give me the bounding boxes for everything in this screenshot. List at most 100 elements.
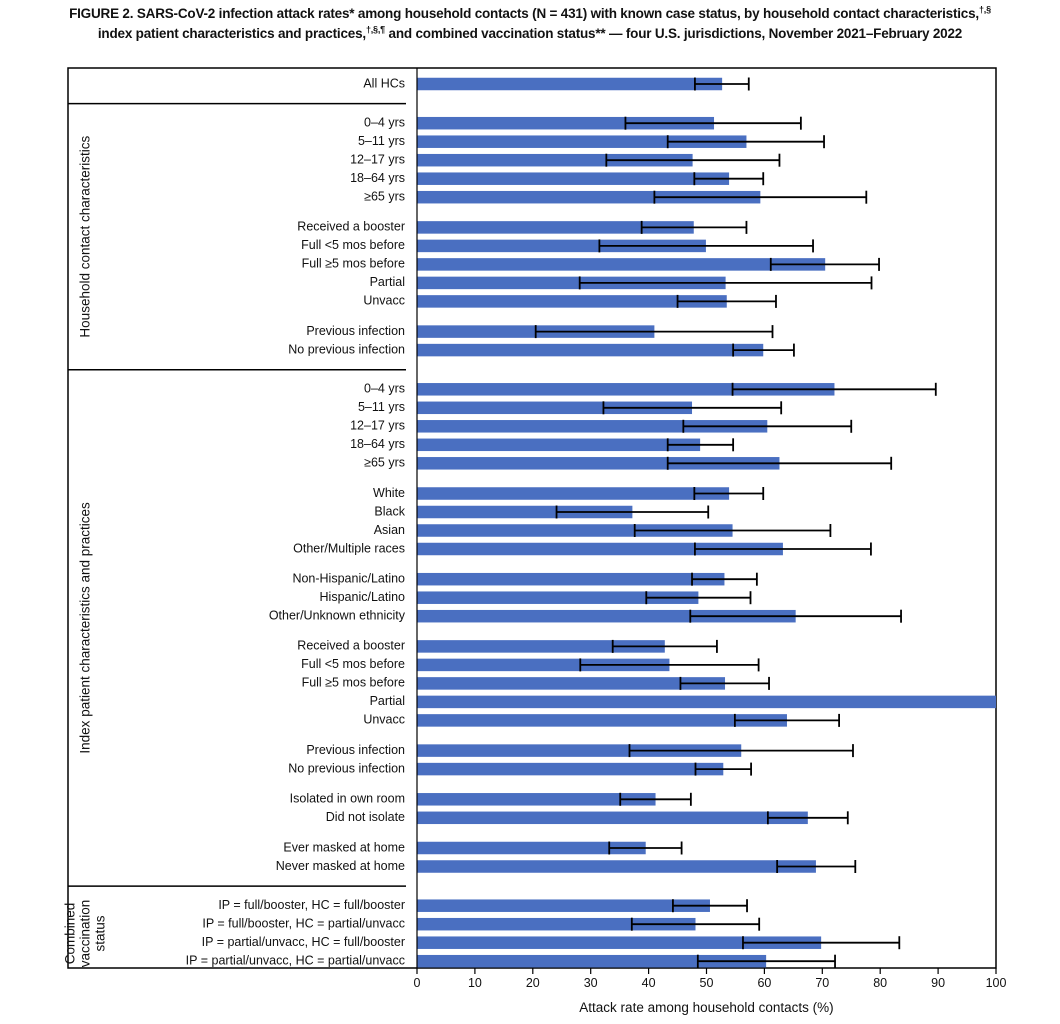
bar (417, 135, 747, 148)
bar (417, 190, 761, 204)
group-label-line: Combined (63, 903, 78, 965)
bar (417, 936, 822, 949)
bar (417, 744, 742, 757)
bar (417, 640, 665, 653)
category-label: Black (374, 504, 405, 518)
x-tick-label: 50 (700, 976, 714, 990)
category-label: Did not isolate (326, 810, 405, 824)
category-label: IP = partial/unvacc, HC = full/booster (202, 935, 405, 949)
title-line1-footnote: †,§ (978, 4, 991, 15)
category-label: Ever masked at home (283, 840, 405, 854)
category-label: Full <5 mos before (301, 657, 405, 671)
group-label-combined-vaccination-status: Combined vaccination status (63, 900, 108, 968)
category-label: Received a booster (297, 639, 405, 653)
category-label: IP = full/booster, HC = full/booster (218, 898, 405, 912)
group-label-line: status (93, 915, 108, 951)
category-label: IP = full/booster, HC = partial/unvacc (202, 916, 405, 930)
title-line2-text: index patient characteristics and practi… (97, 26, 366, 41)
category-label: Never masked at home (276, 859, 405, 873)
bar (417, 841, 646, 855)
bar (417, 658, 670, 672)
category-label: Hispanic/Latino (320, 590, 406, 604)
bar (417, 899, 710, 912)
category-label: Isolated in own room (290, 792, 405, 806)
category-label: Received a booster (297, 220, 405, 234)
bar (417, 487, 730, 500)
category-label: 18–64 yrs (350, 437, 405, 451)
x-tick-label: 100 (986, 976, 1007, 990)
bar (417, 258, 826, 271)
category-label: All HCs (363, 76, 405, 90)
bar (417, 172, 730, 185)
category-label: No previous infection (288, 761, 405, 775)
x-axis-title: Attack rate among household contacts (%) (579, 1000, 833, 1015)
bar (417, 383, 835, 396)
category-label: Other/Multiple races (293, 541, 405, 555)
bar (417, 542, 783, 556)
category-label: IP = partial/unvacc, HC = partial/unvacc (186, 953, 405, 967)
bar (417, 677, 726, 690)
x-tick-label: 30 (584, 976, 598, 990)
x-tick-label: 60 (757, 976, 771, 990)
bar (417, 153, 693, 167)
bar (417, 505, 633, 519)
bar (417, 714, 787, 727)
group-label-line: Household contact characteristics (78, 135, 93, 337)
bar (417, 762, 724, 776)
bar (417, 591, 699, 604)
category-label: ≥65 yrs (364, 456, 405, 470)
bar (417, 457, 780, 470)
category-label: Previous infection (306, 743, 405, 757)
title-line1-text: FIGURE 2. SARS-CoV-2 infection attack ra… (69, 6, 979, 21)
bar (417, 811, 808, 825)
category-label: 0–4 yrs (364, 115, 405, 129)
category-label: Unvacc (363, 713, 405, 727)
x-tick-label: 10 (468, 976, 482, 990)
category-label: Non-Hispanic/Latino (292, 571, 405, 585)
bar (417, 295, 727, 308)
bar (417, 420, 768, 433)
title-line2-footnote: †,§,¶ (365, 24, 385, 35)
category-label: Full <5 mos before (301, 238, 405, 252)
figure-title-line-2: index patient characteristics and practi… (0, 24, 1060, 44)
group-label-index-patient-characteristics-and-practices: Index patient characteristics and practi… (78, 502, 93, 754)
bar (417, 438, 701, 452)
bar (417, 572, 725, 586)
category-label: 18–64 yrs (350, 171, 405, 185)
category-label: Partial (370, 694, 405, 708)
x-tick-label: 0 (414, 976, 421, 990)
bar (417, 276, 726, 290)
bar (417, 609, 796, 623)
x-tick-label: 20 (526, 976, 540, 990)
bar (417, 116, 715, 130)
category-label: 12–17 yrs (350, 152, 405, 166)
bar (417, 917, 696, 931)
bar (417, 239, 706, 253)
plot-frame (67, 67, 997, 969)
group-label-line: vaccination (78, 900, 93, 968)
bar (417, 221, 694, 234)
category-label: 5–11 yrs (358, 134, 405, 148)
category-label: Asian (374, 523, 405, 537)
category-label: Previous infection (306, 324, 405, 338)
x-tick-label: 40 (642, 976, 656, 990)
category-label: 12–17 yrs (350, 419, 405, 433)
bar (417, 524, 733, 537)
x-tick-label: 70 (815, 976, 829, 990)
bar (417, 954, 767, 968)
category-label: Unvacc (363, 294, 405, 308)
title-line2-rest: and combined vaccination status** — four… (384, 26, 963, 41)
category-label: ≥65 yrs (364, 189, 405, 203)
bar (417, 77, 723, 91)
bar (417, 695, 996, 709)
x-tick-label: 80 (873, 976, 887, 990)
x-tick-label: 90 (931, 976, 945, 990)
bar (417, 793, 656, 806)
bar (417, 343, 764, 357)
bar (417, 401, 693, 415)
group-label-household-contact-characteristics: Household contact characteristics (78, 135, 93, 337)
category-label: 5–11 yrs (358, 400, 405, 414)
category-label: 0–4 yrs (364, 382, 405, 396)
category-label: Full ≥5 mos before (302, 676, 405, 690)
